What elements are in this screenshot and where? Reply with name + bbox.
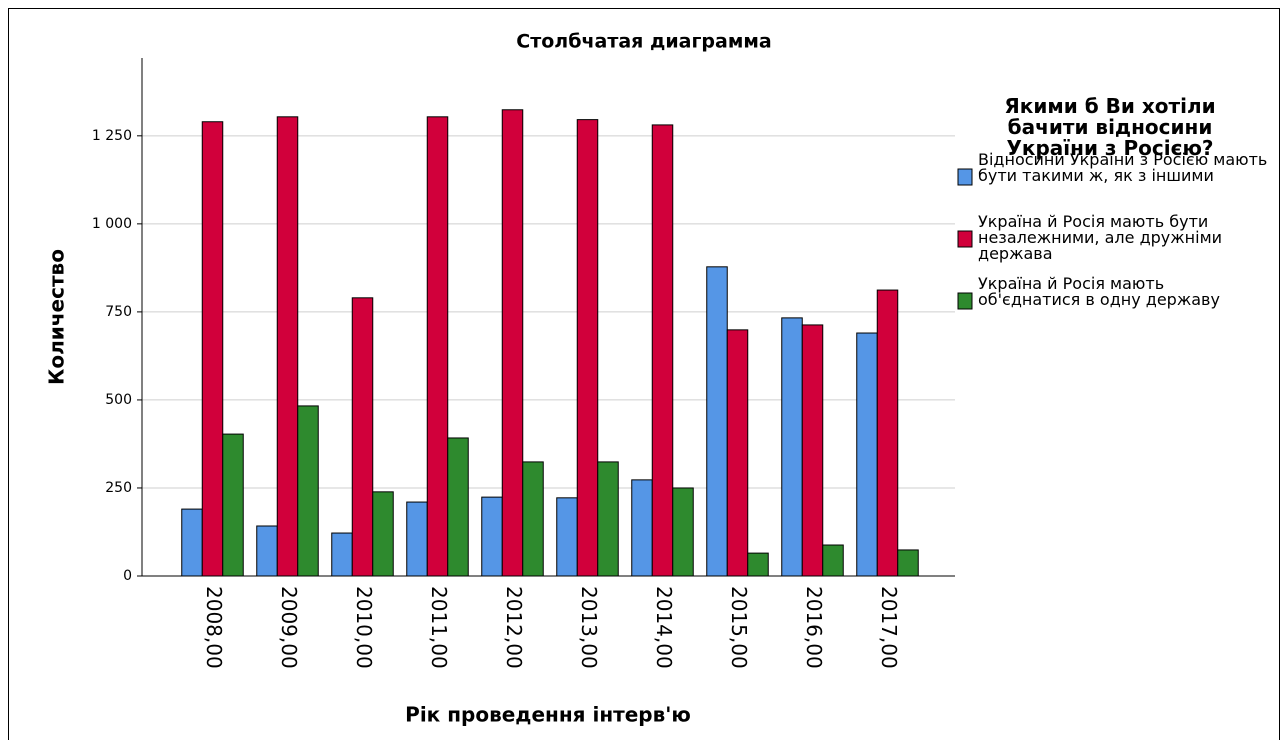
bar — [706, 266, 728, 577]
bar — [501, 109, 524, 577]
bar — [372, 491, 394, 577]
x-tick-label: 2011,00 — [427, 586, 451, 669]
bar — [481, 496, 503, 577]
y-axis-title: Количество — [45, 249, 69, 385]
bar — [276, 116, 299, 577]
x-tick-label: 2013,00 — [577, 586, 601, 669]
y-tick-label: 1 000 — [92, 216, 132, 232]
bar — [222, 433, 244, 577]
legend-swatch — [957, 230, 973, 248]
bar — [576, 119, 599, 577]
y-tick-label: 0 — [123, 568, 132, 584]
x-tick-label: 2012,00 — [502, 586, 526, 669]
bar — [747, 552, 769, 577]
y-tick-label: 250 — [105, 480, 132, 496]
bar — [406, 501, 428, 577]
bar — [351, 297, 374, 577]
bar — [876, 289, 899, 577]
x-tick-label: 2016,00 — [802, 586, 826, 669]
chart-title: Столбчатая диаграмма — [516, 31, 771, 53]
legend-label: Україна й Росія мають об'єднатися в одну… — [978, 274, 1220, 309]
legend-swatch — [957, 292, 973, 310]
legend-label: Відносини України з Росією мають бути та… — [978, 150, 1268, 185]
bar — [801, 324, 824, 577]
frame — [8, 8, 1280, 740]
x-tick-label: 2017,00 — [877, 586, 901, 669]
bar — [331, 532, 353, 577]
x-tick-label: 2008,00 — [202, 586, 226, 669]
bar — [297, 405, 319, 577]
bar — [181, 508, 203, 577]
y-tick-label: 500 — [105, 392, 132, 408]
bar — [856, 332, 878, 577]
bar — [447, 437, 469, 577]
x-tick-label: 2014,00 — [652, 586, 676, 669]
bar — [556, 497, 578, 577]
bar — [726, 329, 749, 577]
bar — [631, 479, 653, 577]
bar — [672, 487, 694, 577]
bar — [201, 121, 224, 577]
bar — [597, 461, 619, 577]
x-tick-label: 2010,00 — [352, 586, 376, 669]
legend-label: Україна й Росія мають бути незалежними, … — [978, 212, 1223, 263]
bar — [822, 544, 844, 577]
bar — [256, 525, 278, 577]
legend-swatch — [957, 168, 973, 186]
x-tick-label: 2009,00 — [277, 586, 301, 669]
bar — [651, 124, 674, 577]
bar — [522, 461, 544, 577]
x-tick-label: 2015,00 — [727, 586, 751, 669]
bar — [426, 116, 449, 577]
y-tick-label: 1 250 — [92, 128, 132, 144]
bar — [897, 549, 919, 577]
legend-title: Якими б Ви хотіли бачити відносини Украї… — [1004, 94, 1216, 160]
y-tick-label: 750 — [105, 304, 132, 320]
x-axis-title: Рік проведення інтерв'ю — [405, 703, 691, 727]
bar — [781, 317, 803, 577]
